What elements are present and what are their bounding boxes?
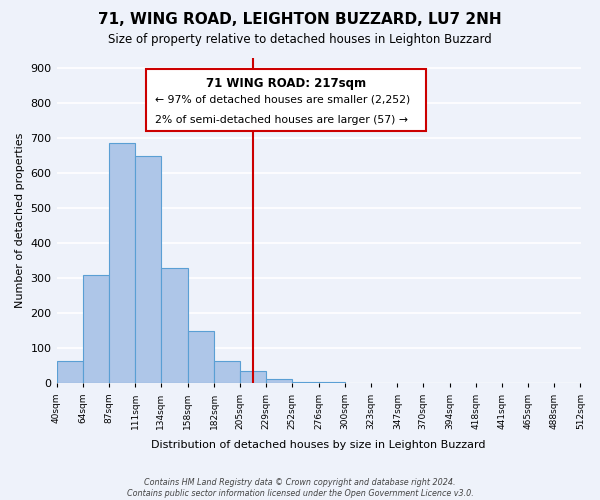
X-axis label: Distribution of detached houses by size in Leighton Buzzard: Distribution of detached houses by size … <box>151 440 486 450</box>
Bar <box>109 144 136 384</box>
Bar <box>83 275 109 384</box>
Bar <box>161 268 188 384</box>
Text: 71, WING ROAD, LEIGHTON BUZZARD, LU7 2NH: 71, WING ROAD, LEIGHTON BUZZARD, LU7 2NH <box>98 12 502 28</box>
Text: 71 WING ROAD: 217sqm: 71 WING ROAD: 217sqm <box>206 77 366 90</box>
Bar <box>240 371 266 384</box>
Bar <box>214 360 240 384</box>
Bar <box>345 383 371 384</box>
Bar <box>136 156 161 384</box>
Bar <box>292 382 319 384</box>
Bar <box>188 331 214 384</box>
Bar <box>56 360 83 384</box>
Text: 2% of semi-detached houses are larger (57) →: 2% of semi-detached houses are larger (5… <box>155 114 408 124</box>
Bar <box>266 380 292 384</box>
FancyBboxPatch shape <box>146 69 426 131</box>
Bar <box>319 382 345 384</box>
Text: Contains HM Land Registry data © Crown copyright and database right 2024.
Contai: Contains HM Land Registry data © Crown c… <box>127 478 473 498</box>
Y-axis label: Number of detached properties: Number of detached properties <box>15 133 25 308</box>
Text: ← 97% of detached houses are smaller (2,252): ← 97% of detached houses are smaller (2,… <box>155 95 410 105</box>
Text: Size of property relative to detached houses in Leighton Buzzard: Size of property relative to detached ho… <box>108 32 492 46</box>
